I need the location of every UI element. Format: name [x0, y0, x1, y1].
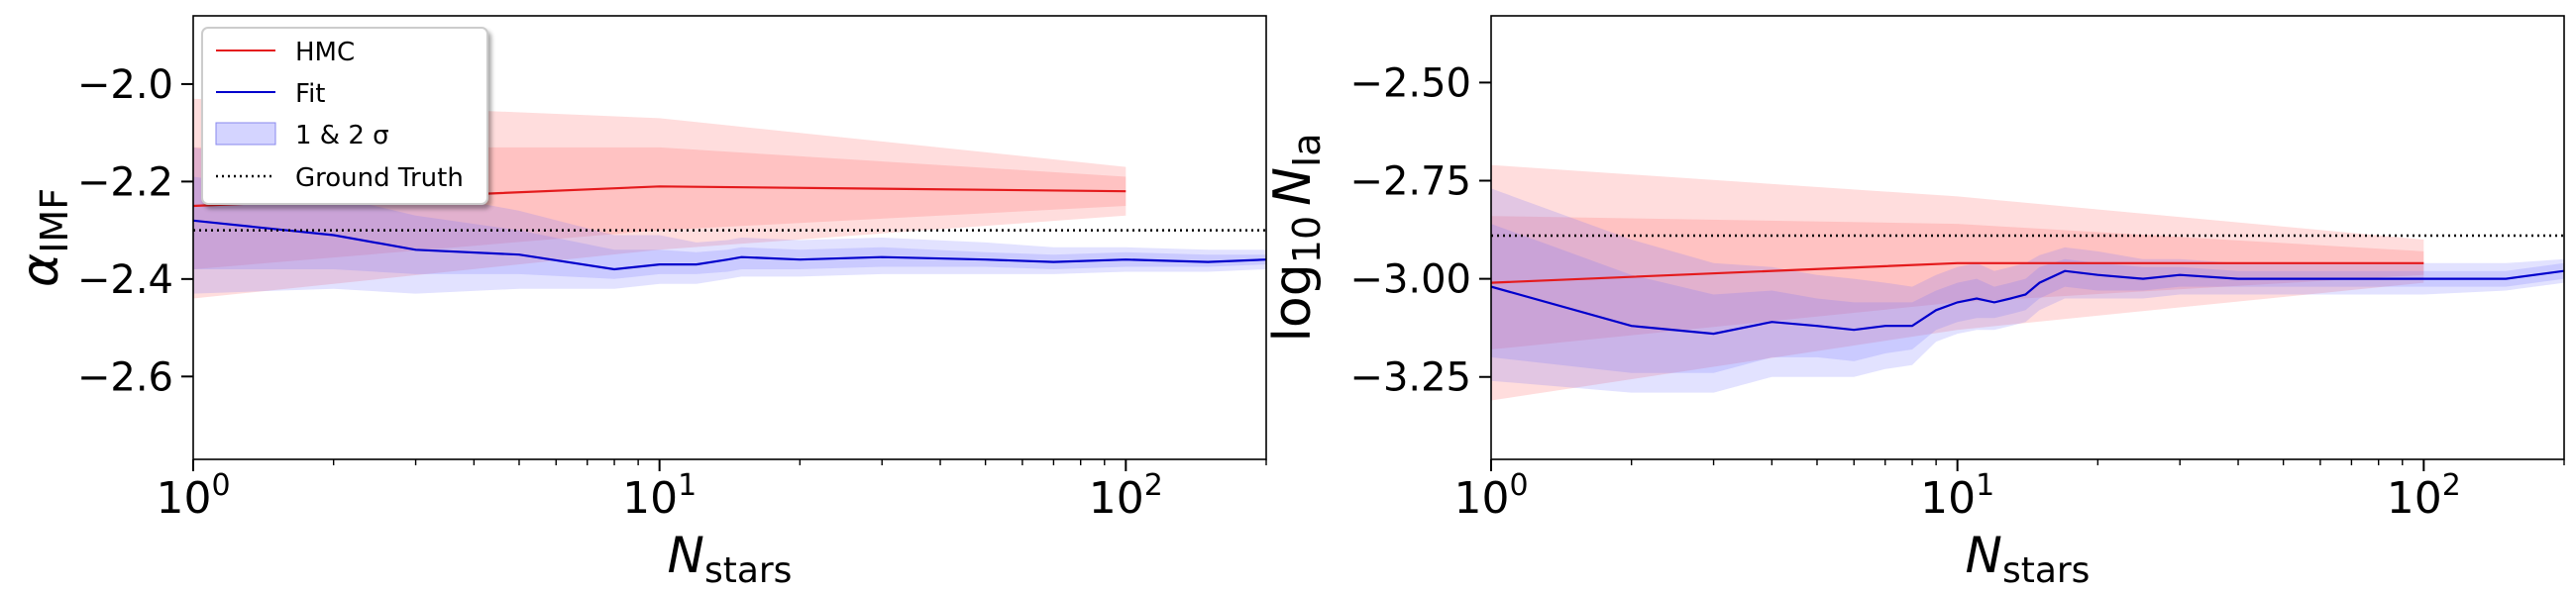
y-tick-label: −2.0	[77, 62, 173, 108]
fit-series-line	[1491, 269, 2564, 336]
x-ticks: 100 101 102	[156, 459, 1267, 524]
chart-panel-log-n-ia: 100 101 102 −2.50 −2.75 −3.00 −3.25 Nstars lo…	[1263, 15, 2565, 591]
uncertainty-bands	[1491, 164, 2564, 401]
y-tick-label: −3.25	[1349, 355, 1471, 401]
legend-label-fit: Fit	[295, 79, 325, 109]
chart-panel-alpha-imf: 100 101 102 −2.0 −2.2 −2.4 −2.6 Nstars αIMF H…	[11, 15, 1267, 591]
x-axis-label: Nstars	[1966, 527, 2091, 591]
y-tick-label: −2.75	[1349, 159, 1471, 205]
x-tick-label: 101	[1920, 468, 1994, 524]
legend: HMC Fit 1 & 2 σ Ground Truth	[201, 27, 488, 205]
y-axis-label: αIMF	[11, 188, 76, 287]
y-tick-label: −2.2	[77, 159, 173, 205]
fit-series-line	[193, 219, 1266, 271]
y-tick-label: −2.50	[1349, 60, 1471, 106]
hmc-sigma2-band	[1491, 164, 2424, 401]
fit-sigma2-band	[1491, 188, 2564, 393]
legend-entry-fit: Fit	[216, 79, 325, 109]
fit-sigma1-band	[193, 176, 1266, 279]
legend-entry-sigma: 1 & 2 σ	[215, 121, 389, 150]
legend-swatch-sigma	[215, 122, 276, 146]
x-tick-label: 102	[2387, 468, 2461, 524]
x-tick-label: 102	[1089, 468, 1163, 524]
legend-box	[201, 27, 488, 205]
x-tick-label: 101	[622, 468, 697, 524]
y-ticks: −2.50 −2.75 −3.00 −3.25	[1349, 60, 1491, 401]
hmc-series-line	[1491, 261, 2424, 284]
fit-sigma2-band	[193, 147, 1266, 294]
plot-frame	[1490, 15, 2565, 460]
x-ticks: 100 101 102	[1453, 459, 2565, 524]
y-ticks: −2.0 −2.2 −2.4 −2.6	[77, 62, 193, 400]
y-tick-label: −2.6	[77, 354, 173, 400]
legend-entry-hmc: HMC	[216, 38, 355, 67]
plot-frame	[192, 15, 1267, 460]
legend-label-ground-truth: Ground Truth	[295, 163, 464, 193]
hmc-sigma1-band	[1491, 216, 2424, 349]
series-lines	[1491, 261, 2564, 336]
x-tick-label: 100	[1453, 468, 1528, 524]
legend-label-hmc: HMC	[295, 38, 355, 67]
legend-entry-ground-truth: Ground Truth	[216, 163, 464, 193]
x-axis-label: Nstars	[668, 527, 793, 591]
y-tick-label: −2.4	[77, 257, 173, 303]
legend-label-sigma: 1 & 2 σ	[295, 121, 389, 150]
y-tick-label: −3.00	[1349, 257, 1471, 303]
x-tick-label: 100	[156, 468, 230, 524]
fit-sigma1-band	[1491, 224, 2564, 373]
y-axis-label: log10NIa	[1263, 133, 1329, 342]
